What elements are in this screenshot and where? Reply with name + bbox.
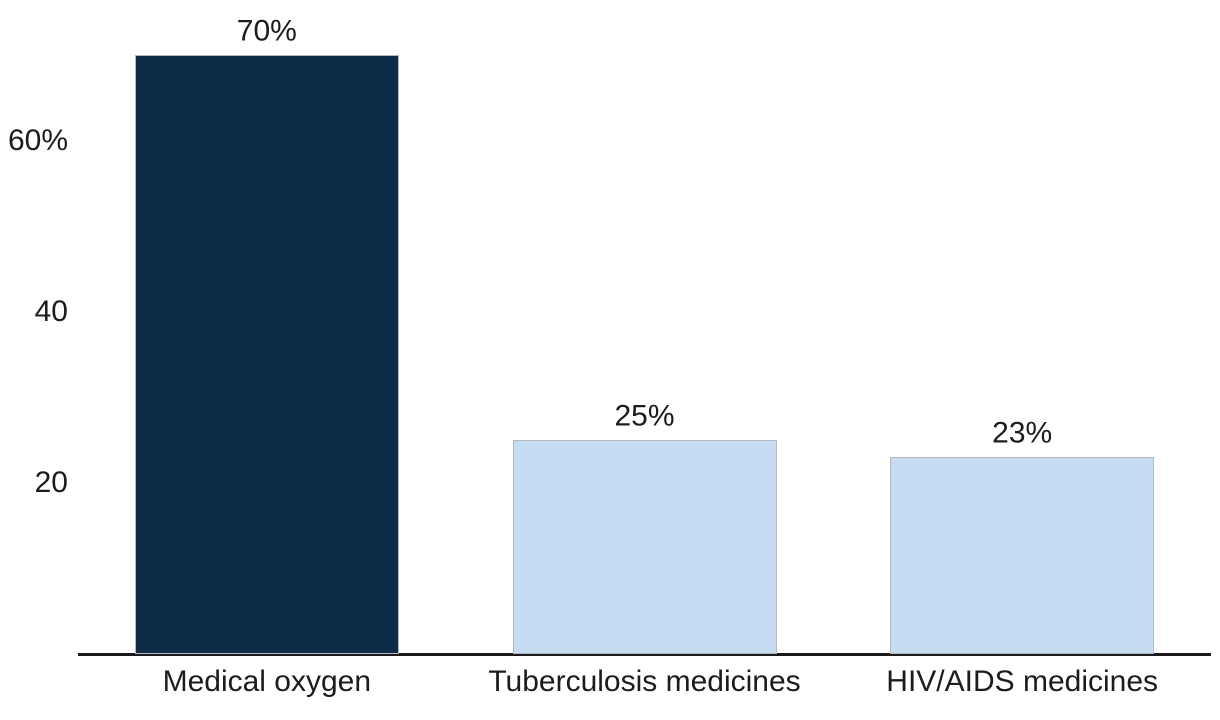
y-axis-tick-label: 40 <box>34 294 68 328</box>
x-axis-category-label: Tuberculosis medicines <box>488 665 801 698</box>
y-axis-tick-label: 60% <box>7 123 68 157</box>
bar-medical-oxygen <box>134 55 399 654</box>
bar-value-label: 70% <box>236 14 297 48</box>
y-axis-tick-label: 20 <box>34 465 68 499</box>
bar-hiv-aids-medicines <box>890 457 1155 654</box>
x-axis-line <box>78 653 1211 656</box>
bar-value-label: 23% <box>992 416 1053 450</box>
x-axis-category-label: Medical oxygen <box>162 665 372 698</box>
bar-value-label: 25% <box>614 399 675 433</box>
bar-tuberculosis-medicines <box>512 440 777 654</box>
x-axis-category-label: HIV/AIDS medicines <box>886 665 1159 698</box>
